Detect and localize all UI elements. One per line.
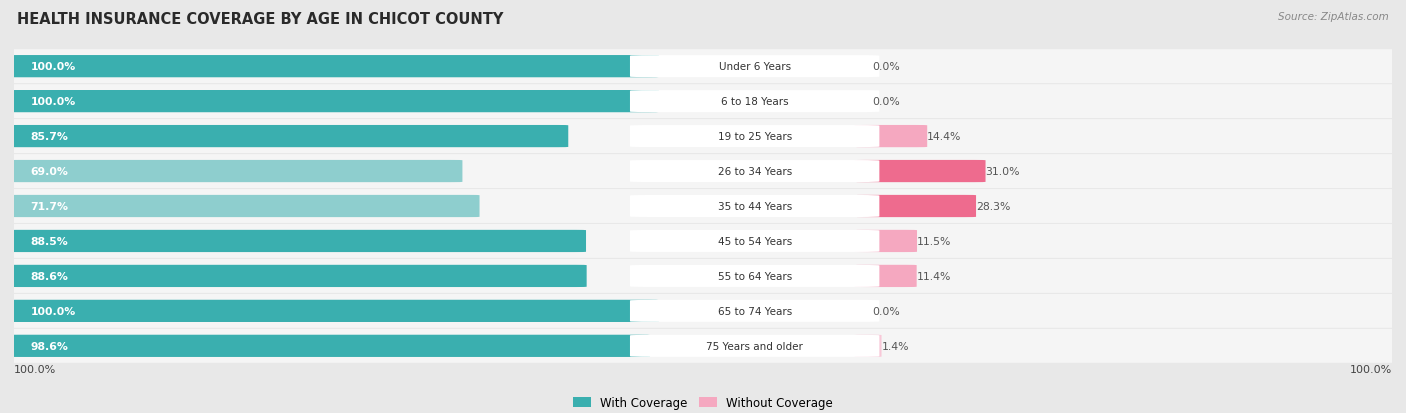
Text: 100.0%: 100.0%: [1350, 364, 1392, 374]
Legend: With Coverage, Without Coverage: With Coverage, Without Coverage: [568, 392, 838, 413]
Text: 35 to 44 Years: 35 to 44 Years: [717, 202, 792, 211]
FancyBboxPatch shape: [630, 91, 879, 113]
FancyBboxPatch shape: [855, 126, 927, 148]
Text: Under 6 Years: Under 6 Years: [718, 62, 790, 72]
Text: 85.7%: 85.7%: [31, 132, 69, 142]
FancyBboxPatch shape: [855, 230, 917, 252]
FancyBboxPatch shape: [7, 230, 586, 252]
FancyBboxPatch shape: [630, 56, 879, 78]
Text: 98.6%: 98.6%: [31, 341, 69, 351]
Text: 11.5%: 11.5%: [917, 236, 952, 247]
Text: 14.4%: 14.4%: [927, 132, 962, 142]
Text: 26 to 34 Years: 26 to 34 Years: [717, 166, 792, 177]
FancyBboxPatch shape: [7, 161, 463, 183]
FancyBboxPatch shape: [0, 190, 1406, 223]
Text: 88.6%: 88.6%: [31, 271, 69, 281]
Text: 100.0%: 100.0%: [14, 364, 56, 374]
Text: 0.0%: 0.0%: [873, 306, 900, 316]
Text: Source: ZipAtlas.com: Source: ZipAtlas.com: [1278, 12, 1389, 22]
FancyBboxPatch shape: [7, 300, 659, 322]
Text: 1.4%: 1.4%: [882, 341, 910, 351]
FancyBboxPatch shape: [855, 335, 882, 357]
Text: 6 to 18 Years: 6 to 18 Years: [721, 97, 789, 107]
FancyBboxPatch shape: [855, 195, 976, 218]
Text: 100.0%: 100.0%: [31, 62, 76, 72]
Text: 19 to 25 Years: 19 to 25 Years: [717, 132, 792, 142]
Text: HEALTH INSURANCE COVERAGE BY AGE IN CHICOT COUNTY: HEALTH INSURANCE COVERAGE BY AGE IN CHIC…: [17, 12, 503, 27]
Text: 69.0%: 69.0%: [31, 166, 69, 177]
FancyBboxPatch shape: [7, 56, 659, 78]
FancyBboxPatch shape: [630, 335, 879, 357]
FancyBboxPatch shape: [630, 265, 879, 287]
FancyBboxPatch shape: [0, 85, 1406, 119]
FancyBboxPatch shape: [0, 155, 1406, 189]
FancyBboxPatch shape: [630, 161, 879, 183]
Text: 0.0%: 0.0%: [873, 97, 900, 107]
Text: 45 to 54 Years: 45 to 54 Years: [717, 236, 792, 247]
FancyBboxPatch shape: [7, 195, 479, 218]
Text: 65 to 74 Years: 65 to 74 Years: [717, 306, 792, 316]
FancyBboxPatch shape: [0, 259, 1406, 293]
Text: 28.3%: 28.3%: [976, 202, 1011, 211]
Text: 100.0%: 100.0%: [31, 306, 76, 316]
FancyBboxPatch shape: [0, 120, 1406, 154]
Text: 88.5%: 88.5%: [31, 236, 69, 247]
FancyBboxPatch shape: [630, 230, 879, 252]
FancyBboxPatch shape: [0, 329, 1406, 363]
FancyBboxPatch shape: [7, 265, 586, 287]
Text: 55 to 64 Years: 55 to 64 Years: [717, 271, 792, 281]
FancyBboxPatch shape: [0, 294, 1406, 328]
FancyBboxPatch shape: [630, 300, 879, 322]
FancyBboxPatch shape: [855, 265, 917, 287]
Text: 0.0%: 0.0%: [873, 62, 900, 72]
FancyBboxPatch shape: [630, 195, 879, 218]
FancyBboxPatch shape: [0, 50, 1406, 84]
Text: 31.0%: 31.0%: [986, 166, 1019, 177]
Text: 75 Years and older: 75 Years and older: [706, 341, 803, 351]
FancyBboxPatch shape: [7, 335, 650, 357]
Text: 11.4%: 11.4%: [917, 271, 950, 281]
FancyBboxPatch shape: [7, 91, 659, 113]
FancyBboxPatch shape: [7, 126, 568, 148]
FancyBboxPatch shape: [630, 126, 879, 148]
FancyBboxPatch shape: [855, 161, 986, 183]
Text: 71.7%: 71.7%: [31, 202, 69, 211]
Text: 100.0%: 100.0%: [31, 97, 76, 107]
FancyBboxPatch shape: [0, 224, 1406, 258]
